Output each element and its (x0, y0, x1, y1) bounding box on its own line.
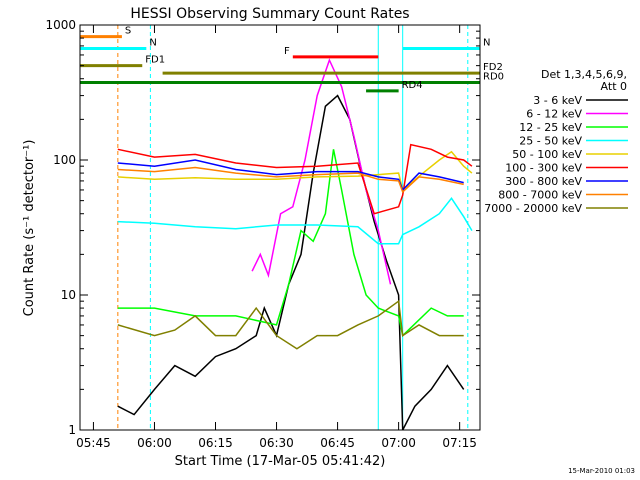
legend-label-6: 300 - 800 keV (505, 175, 582, 188)
y-tick-label-2: 100 (53, 153, 76, 167)
flag-label-5: FD2 (483, 62, 503, 73)
legend-label-7: 800 - 7000 keV (498, 189, 582, 202)
legend-label-3: 25 - 50 keV (519, 135, 582, 148)
legend-label-2: 12 - 25 keV (519, 121, 582, 134)
y-tick-label-0: 1 (68, 423, 76, 437)
flag-label-3: F (284, 46, 290, 57)
series-line-4 (117, 150, 473, 192)
legend-title-line-2: Att 0 (601, 80, 627, 93)
axis-ticks: 05:45 06:00 06:15 06:30 06:45 07:00 07:15 1 10 10… (45, 18, 480, 450)
x-tick-label-2: 06:15 (198, 436, 233, 450)
chart-title: HESSI Observing Summary Count Rates (130, 6, 409, 22)
series-line-0 (117, 94, 465, 431)
flag-label-0: S (125, 26, 131, 37)
x-tick-label-3: 06:30 (259, 436, 294, 450)
legend-label-4: 50 - 100 keV (512, 148, 582, 161)
y-tick-label-1: 10 (61, 288, 76, 302)
flag-label-6: RD0 (483, 72, 504, 83)
series-line-3 (117, 197, 473, 245)
x-tick-label-1: 06:00 (137, 436, 172, 450)
series-line-8 (117, 299, 464, 350)
flag-label-2: N (483, 37, 490, 48)
flag-label-4: FD1 (145, 55, 165, 66)
legend-label-0: 3 - 6 keV (533, 94, 582, 107)
x-tick-label-5: 07:00 (381, 436, 416, 450)
legend-label-1: 6 - 12 keV (526, 108, 582, 121)
series-line-6 (117, 159, 464, 192)
series-line-7 (117, 166, 464, 194)
x-tick-label-0: 05:45 (76, 436, 111, 450)
flag-label-7: RD4 (402, 80, 423, 91)
series-line-5 (117, 143, 473, 215)
series-line-2 (117, 149, 464, 338)
legend-title-line-1: Det 1,3,4,5,6,9, (541, 68, 627, 81)
x-axis-label: Start Time (17-Mar-05 05:41:42) (175, 454, 386, 469)
x-tick-label-6: 07:15 (442, 436, 477, 450)
y-tick-label-3: 1000 (45, 18, 76, 32)
legend-label-8: 7000 - 20000 keV (484, 202, 582, 215)
flag-label-1: N (149, 37, 156, 48)
legend-label-5: 100 - 300 keV (505, 162, 582, 175)
plot-frame (79, 24, 481, 431)
y-axis-label: Count Rate (s⁻¹ detector⁻¹) (22, 140, 37, 317)
x-tick-label-4: 06:45 (320, 436, 355, 450)
footer-timestamp: 15-Mar-2010 01:03 (568, 467, 635, 475)
